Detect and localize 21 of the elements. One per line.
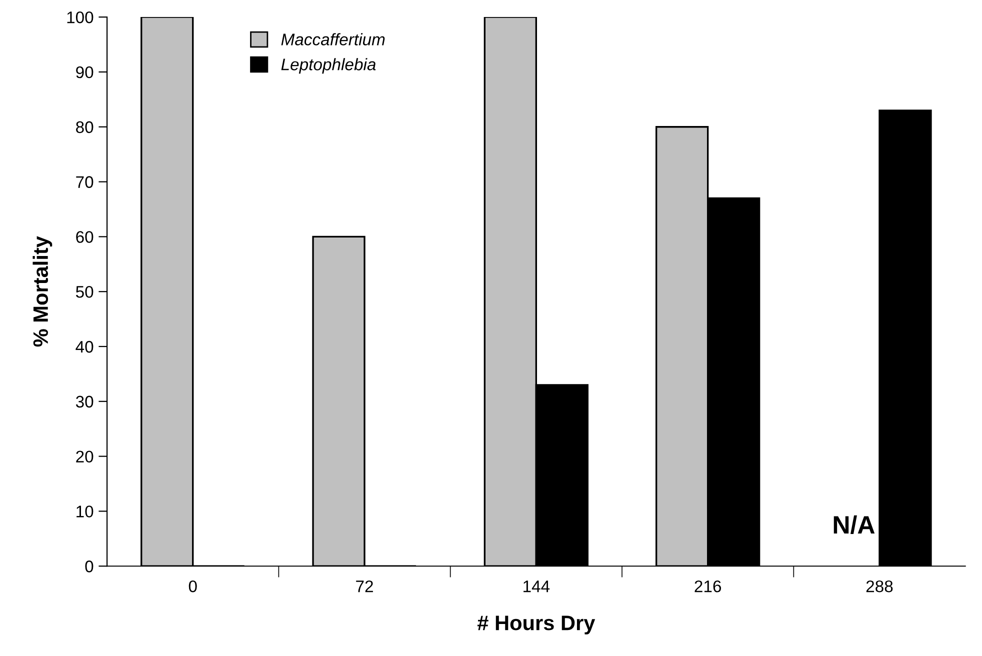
y-tick-label: 30 — [76, 396, 94, 408]
y-tick-label: 70 — [76, 176, 94, 188]
legend-label: Maccaffertium — [281, 33, 385, 46]
legend-label: Leptophlebia — [281, 58, 376, 74]
y-tick-label: 90 — [76, 66, 94, 78]
x-tick-label: 72 — [356, 580, 373, 592]
annotation: N/A — [834, 515, 875, 534]
y-tick-label: 20 — [76, 450, 94, 463]
x-tick-label: 0 — [188, 580, 197, 592]
y-tick-label: 10 — [76, 506, 94, 518]
y-tick-label: 80 — [76, 121, 94, 134]
x-axis-title: # Hours Dry — [477, 616, 596, 634]
x-tick-label: 144 — [524, 580, 550, 592]
x-tick-label: 288 — [866, 580, 893, 592]
y-tick-label: 0 — [85, 560, 94, 572]
y-axis-title: % Mortality — [32, 236, 52, 347]
y-tick-label: 50 — [76, 286, 94, 298]
y-tick-label: 40 — [76, 340, 94, 353]
y-tick-label: 100 — [67, 11, 94, 24]
x-tick-label: 216 — [694, 580, 721, 592]
y-tick-label: 60 — [76, 231, 94, 243]
